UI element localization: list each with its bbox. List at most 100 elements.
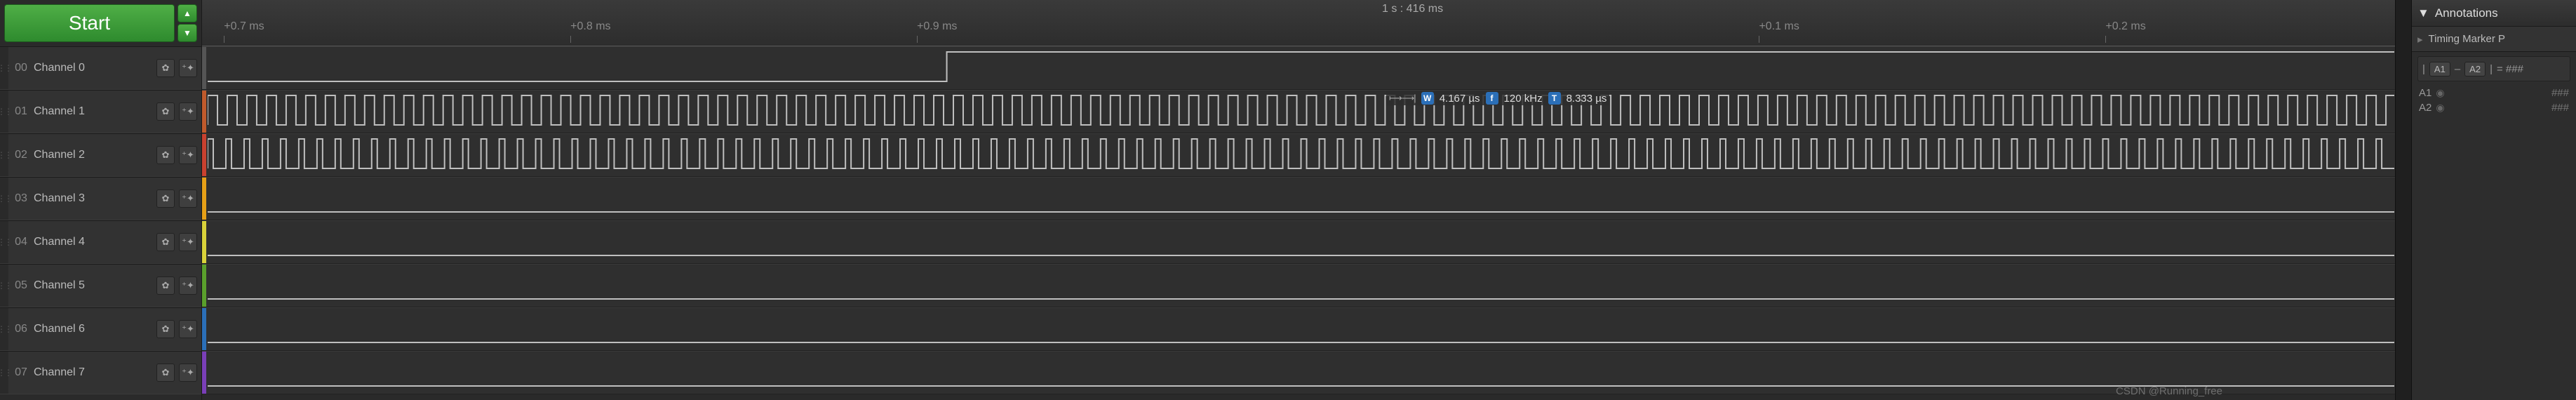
channel-row[interactable]: ⋮⋮ 02 Channel 2 ✿⁺✦ [0,133,201,177]
channel-color-strip [202,307,206,350]
start-step-down-button[interactable]: ▼ [177,24,197,42]
channel-color-strip [202,351,206,394]
annotations-header[interactable]: ▼ Annotations [2412,0,2576,27]
channel-settings-button[interactable]: ✿ [156,233,175,251]
channel-settings-button[interactable]: ✿ [156,102,175,121]
channel-row[interactable]: ⋮⋮ 00 Channel 0 ✿ ⁺✦ [0,46,201,90]
channel-index: 04 [13,236,29,248]
ruler-tick-label: +0.8 ms [570,20,610,33]
channel-trigger-button[interactable]: ⁺✦ [179,102,197,121]
channel-trigger-button[interactable]: ⁺✦ [179,320,197,338]
start-step-up-button[interactable]: ▲ [177,4,197,22]
width-value: 4.167 µs [1440,93,1480,105]
drag-grip-icon[interactable]: ⋮⋮ [0,265,8,307]
channel-index: 05 [13,279,29,292]
annotation-marker-label: A1 [2419,87,2431,99]
freq-value: 120 kHz [1504,93,1543,105]
channel-settings-button[interactable]: ✿ [156,276,175,295]
trigger-icon: ⁺✦ [182,280,194,291]
visibility-icon[interactable]: ◉ [2436,102,2444,114]
drag-grip-icon[interactable]: ⋮⋮ [0,221,8,263]
channel-settings-button[interactable]: ✿ [156,364,175,382]
vertical-scrollbar[interactable] [2395,0,2412,400]
marker-pair-value: = ### [2497,63,2523,75]
channel-row[interactable]: ⋮⋮ 07 Channel 7 ✿ ⁺✦ [0,351,201,394]
channel-row[interactable]: ⋮⋮03Channel 3✿⁺✦ [0,177,201,220]
channel-row[interactable]: ⋮⋮01Channel 1✿⁺✦ [0,90,201,133]
channel-trigger-button[interactable]: ⁺✦ [179,276,197,295]
gear-icon: ✿ [162,62,170,74]
measure-bracket-icon: ⟼⟶| [1389,93,1416,104]
waveform-row[interactable] [202,220,2395,264]
waveform-row[interactable] [202,177,2395,220]
marker-icon: ▸ [2417,33,2423,46]
measurement-overlay: ⟼⟶|W4.167 µsf120 kHzT8.333 µs [1386,91,1609,105]
marker-pair[interactable]: | A1 – A2 | = ### [2417,56,2570,81]
annotation-marker-value: ### [2551,87,2569,99]
channel-name: Channel 6 [34,323,152,335]
channel-index: 02 [13,149,29,161]
ruler-tick-label: +0.2 ms [2105,20,2145,33]
channel-index: 07 [13,366,29,379]
channel-trigger-button[interactable]: ⁺✦ [179,364,197,382]
waveform-row[interactable] [202,264,2395,307]
drag-grip-icon[interactable]: ⋮⋮ [0,134,8,176]
waveform-svg [208,93,2394,128]
channel-row[interactable]: ⋮⋮05Channel 5✿⁺✦ [0,264,201,307]
channel-trigger-button[interactable]: ⁺✦ [179,233,197,251]
visibility-icon[interactable]: ◉ [2436,87,2444,99]
channel-settings-button[interactable]: ✿ [156,59,175,77]
channel-color-strip [202,90,206,133]
trigger-icon: ⁺✦ [182,236,194,248]
trigger-icon: ⁺✦ [182,106,194,117]
channel-color-strip [202,220,206,263]
annotation-marker-label: A2 [2419,102,2431,114]
start-button[interactable]: Start [4,4,175,42]
waveform-row[interactable] [202,351,2395,394]
drag-grip-icon[interactable]: ⋮⋮ [0,91,8,133]
timing-marker-header[interactable]: ▸ Timing Marker P [2412,27,2576,52]
drag-grip-icon[interactable]: ⋮⋮ [0,47,8,89]
waveform-svg [208,180,2394,215]
channel-name: Channel 2 [34,149,152,161]
ruler-tick-label: +0.7 ms [224,20,264,33]
drag-grip-icon[interactable]: ⋮⋮ [0,178,8,220]
channel-trigger-button[interactable]: ⁺✦ [179,189,197,208]
waveform-row[interactable] [202,46,2395,90]
freq-badge: f [1486,92,1498,105]
gear-icon: ✿ [162,193,170,204]
channel-color-strip [202,46,206,89]
channel-index: 00 [13,62,29,74]
period-value: 8.333 µs [1567,93,1607,105]
channel-settings-button[interactable]: ✿ [156,320,175,338]
waveform-svg [208,354,2394,389]
channel-settings-button[interactable]: ✿ [156,189,175,208]
channel-index: 01 [13,105,29,118]
time-ruler[interactable]: 1 s : 416 ms+0.7 ms+0.8 ms+0.9 ms+0.1 ms… [202,0,2395,46]
channel-trigger-button[interactable]: ⁺✦ [179,59,197,77]
waveform-row[interactable] [202,133,2395,177]
channel-trigger-button[interactable]: ⁺✦ [179,146,197,164]
trigger-icon: ⁺✦ [182,367,194,378]
waveform-row[interactable] [202,307,2395,351]
channel-color-strip [202,264,206,307]
channel-row[interactable]: ⋮⋮04Channel 4✿⁺✦ [0,220,201,264]
gear-icon: ✿ [162,280,170,291]
drag-grip-icon[interactable]: ⋮⋮ [0,308,8,350]
marker-a2-button[interactable]: A2 [2464,62,2486,76]
waveform-svg [208,136,2394,171]
waveform-row[interactable]: ⟼⟶|W4.167 µsf120 kHzT8.333 µs [202,90,2395,133]
marker-a1-button[interactable]: A1 [2429,62,2450,76]
channel-name: Channel 0 [34,62,152,74]
waveform-svg [208,267,2394,302]
ruler-cursor-label: 1 s : 416 ms [1382,3,1443,15]
gear-icon: ✿ [162,106,170,117]
channel-name: Channel 7 [34,366,152,379]
channel-settings-button[interactable]: ✿ [156,146,175,164]
annotation-marker-row[interactable]: A1 ◉ ### [2417,86,2570,100]
ruler-tick-label: +0.1 ms [1759,20,1799,33]
annotation-marker-row[interactable]: A2◉### [2417,100,2570,115]
waveform-svg [208,49,2394,84]
channel-row[interactable]: ⋮⋮06Channel 6✿⁺✦ [0,307,201,351]
drag-grip-icon[interactable]: ⋮⋮ [0,352,8,394]
